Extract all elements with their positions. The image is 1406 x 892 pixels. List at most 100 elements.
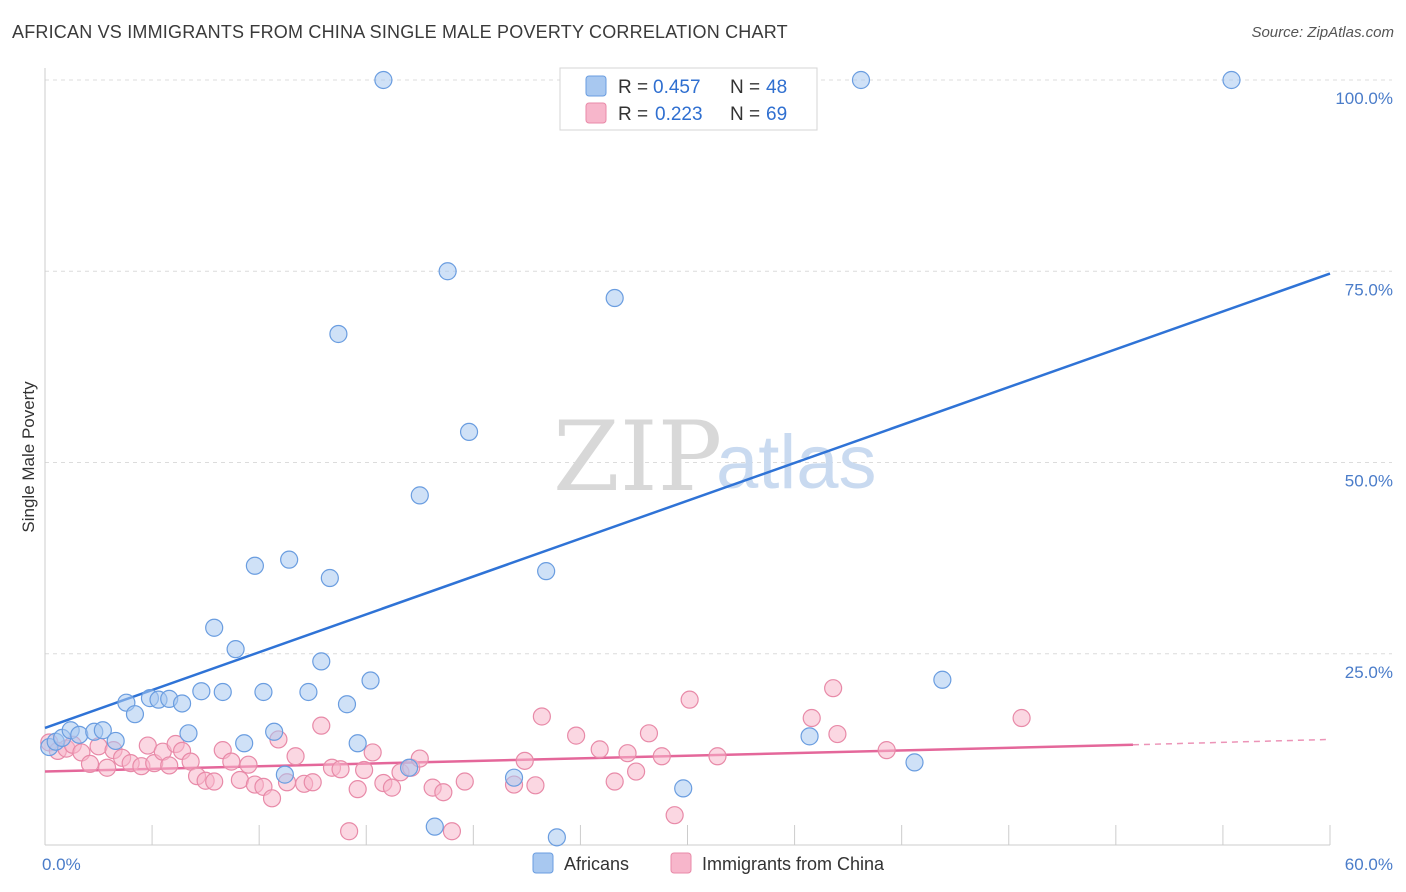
point-china-23 <box>222 752 241 771</box>
point-africans-47 <box>1222 70 1241 90</box>
legend-swatch-china <box>585 102 607 124</box>
point-china-31 <box>286 747 305 766</box>
point-china-66 <box>828 724 847 744</box>
legend-swatch-africans <box>585 75 607 97</box>
point-china-34 <box>312 716 331 735</box>
point-africans-28 <box>329 324 348 344</box>
point-china-40 <box>363 743 382 762</box>
x-tick-labels: 0.0% 60.0% <box>42 855 1393 874</box>
point-africans-18 <box>226 640 245 659</box>
y-tick-label-2: 75.0% <box>1345 280 1393 299</box>
point-africans-25 <box>299 682 318 702</box>
point-china-62 <box>680 690 699 709</box>
point-africans-38 <box>504 768 524 787</box>
legend-r-value-china: 0.223 <box>655 104 703 125</box>
point-africans-29 <box>337 695 357 714</box>
point-china-54 <box>567 726 586 745</box>
axes <box>44 68 1331 846</box>
point-africans-23 <box>275 765 294 784</box>
point-china-61 <box>665 806 684 825</box>
y-tick-label-0: 25.0% <box>1345 663 1393 682</box>
point-china-67 <box>877 741 896 760</box>
bottom-legend-swatch-china <box>670 852 692 874</box>
point-china-53 <box>532 707 551 726</box>
trend-line-ext-1 <box>1132 738 1331 746</box>
point-africans-36 <box>438 262 457 281</box>
point-china-52 <box>526 776 545 795</box>
trend-line-1 <box>44 743 1133 773</box>
point-china-49 <box>455 772 474 791</box>
legend-n-value-china: 69 <box>766 104 787 125</box>
point-china-47 <box>434 783 453 802</box>
point-africans-41 <box>605 288 624 308</box>
point-china-21 <box>205 772 224 791</box>
legend: R = 0.457 N = 48 R = 0.223 N = 69 <box>559 67 818 131</box>
chart-title: AFRICAN VS IMMIGRANTS FROM CHINA SINGLE … <box>12 22 788 42</box>
point-africans-17 <box>213 682 232 702</box>
legend-n-value-africans: 48 <box>766 77 787 98</box>
point-africans-7 <box>106 731 125 751</box>
legend-r-label-africans: R = <box>618 77 648 98</box>
point-africans-43 <box>800 727 819 746</box>
y-tick-labels: 25.0% 50.0% 75.0% 100.0% <box>1335 89 1393 682</box>
point-china-55 <box>590 740 609 759</box>
source-label: Source: ZipAtlas.com <box>1251 24 1394 41</box>
point-china-58 <box>626 762 646 781</box>
point-africans-4 <box>70 725 89 744</box>
legend-n-label-africans: N = <box>730 77 760 98</box>
point-china-39 <box>355 760 374 780</box>
watermark: ZIP atlas <box>553 401 877 513</box>
point-africans-35 <box>425 817 444 836</box>
point-africans-15 <box>192 682 211 701</box>
point-africans-26 <box>312 652 331 671</box>
point-africans-32 <box>374 70 393 90</box>
point-africans-24 <box>280 550 299 569</box>
point-china-15 <box>160 756 179 775</box>
point-africans-34 <box>410 486 429 505</box>
data-points <box>40 70 1241 847</box>
point-china-56 <box>605 772 624 791</box>
bottom-legend: Africans Immigrants from China <box>532 852 885 874</box>
point-africans-37 <box>459 422 479 441</box>
point-china-25 <box>239 755 258 774</box>
y-tick-label-1: 50.0% <box>1345 472 1393 491</box>
point-africans-20 <box>245 556 264 575</box>
point-africans-27 <box>320 568 339 588</box>
point-china-24 <box>230 770 249 790</box>
point-africans-21 <box>254 682 273 702</box>
point-china-5 <box>80 754 100 774</box>
point-africans-13 <box>172 694 192 713</box>
point-africans-44 <box>851 70 871 90</box>
watermark-zip: ZIP <box>553 401 722 513</box>
point-africans-6 <box>93 721 112 740</box>
point-africans-30 <box>348 734 367 753</box>
point-china-51 <box>515 751 534 770</box>
y-tick-label-3: 100.0% <box>1335 89 1393 108</box>
point-china-60 <box>652 747 671 766</box>
bottom-legend-swatch-africans <box>532 852 554 874</box>
point-china-37 <box>340 822 359 841</box>
point-china-64 <box>802 708 821 728</box>
point-china-59 <box>639 724 659 743</box>
point-china-48 <box>442 822 462 841</box>
point-africans-42 <box>674 779 693 798</box>
point-africans-40 <box>547 828 566 847</box>
point-china-65 <box>824 679 843 698</box>
x-tick-label-0: 0.0% <box>42 855 81 874</box>
point-china-33 <box>303 773 322 792</box>
point-africans-46 <box>933 670 952 689</box>
x-tick-label-1: 60.0% <box>1345 855 1393 874</box>
point-china-42 <box>382 778 402 797</box>
point-africans-16 <box>205 618 224 637</box>
point-africans-19 <box>235 734 254 753</box>
point-africans-33 <box>399 758 419 777</box>
point-china-28 <box>262 789 282 808</box>
grid-lines <box>45 79 1392 655</box>
point-china-36 <box>331 760 350 779</box>
point-africans-9 <box>125 705 145 724</box>
legend-n-label-china: N = <box>730 104 760 125</box>
legend-r-value-africans: 0.457 <box>653 77 701 98</box>
legend-r-label-china: R = <box>618 104 648 125</box>
point-africans-39 <box>537 562 556 581</box>
